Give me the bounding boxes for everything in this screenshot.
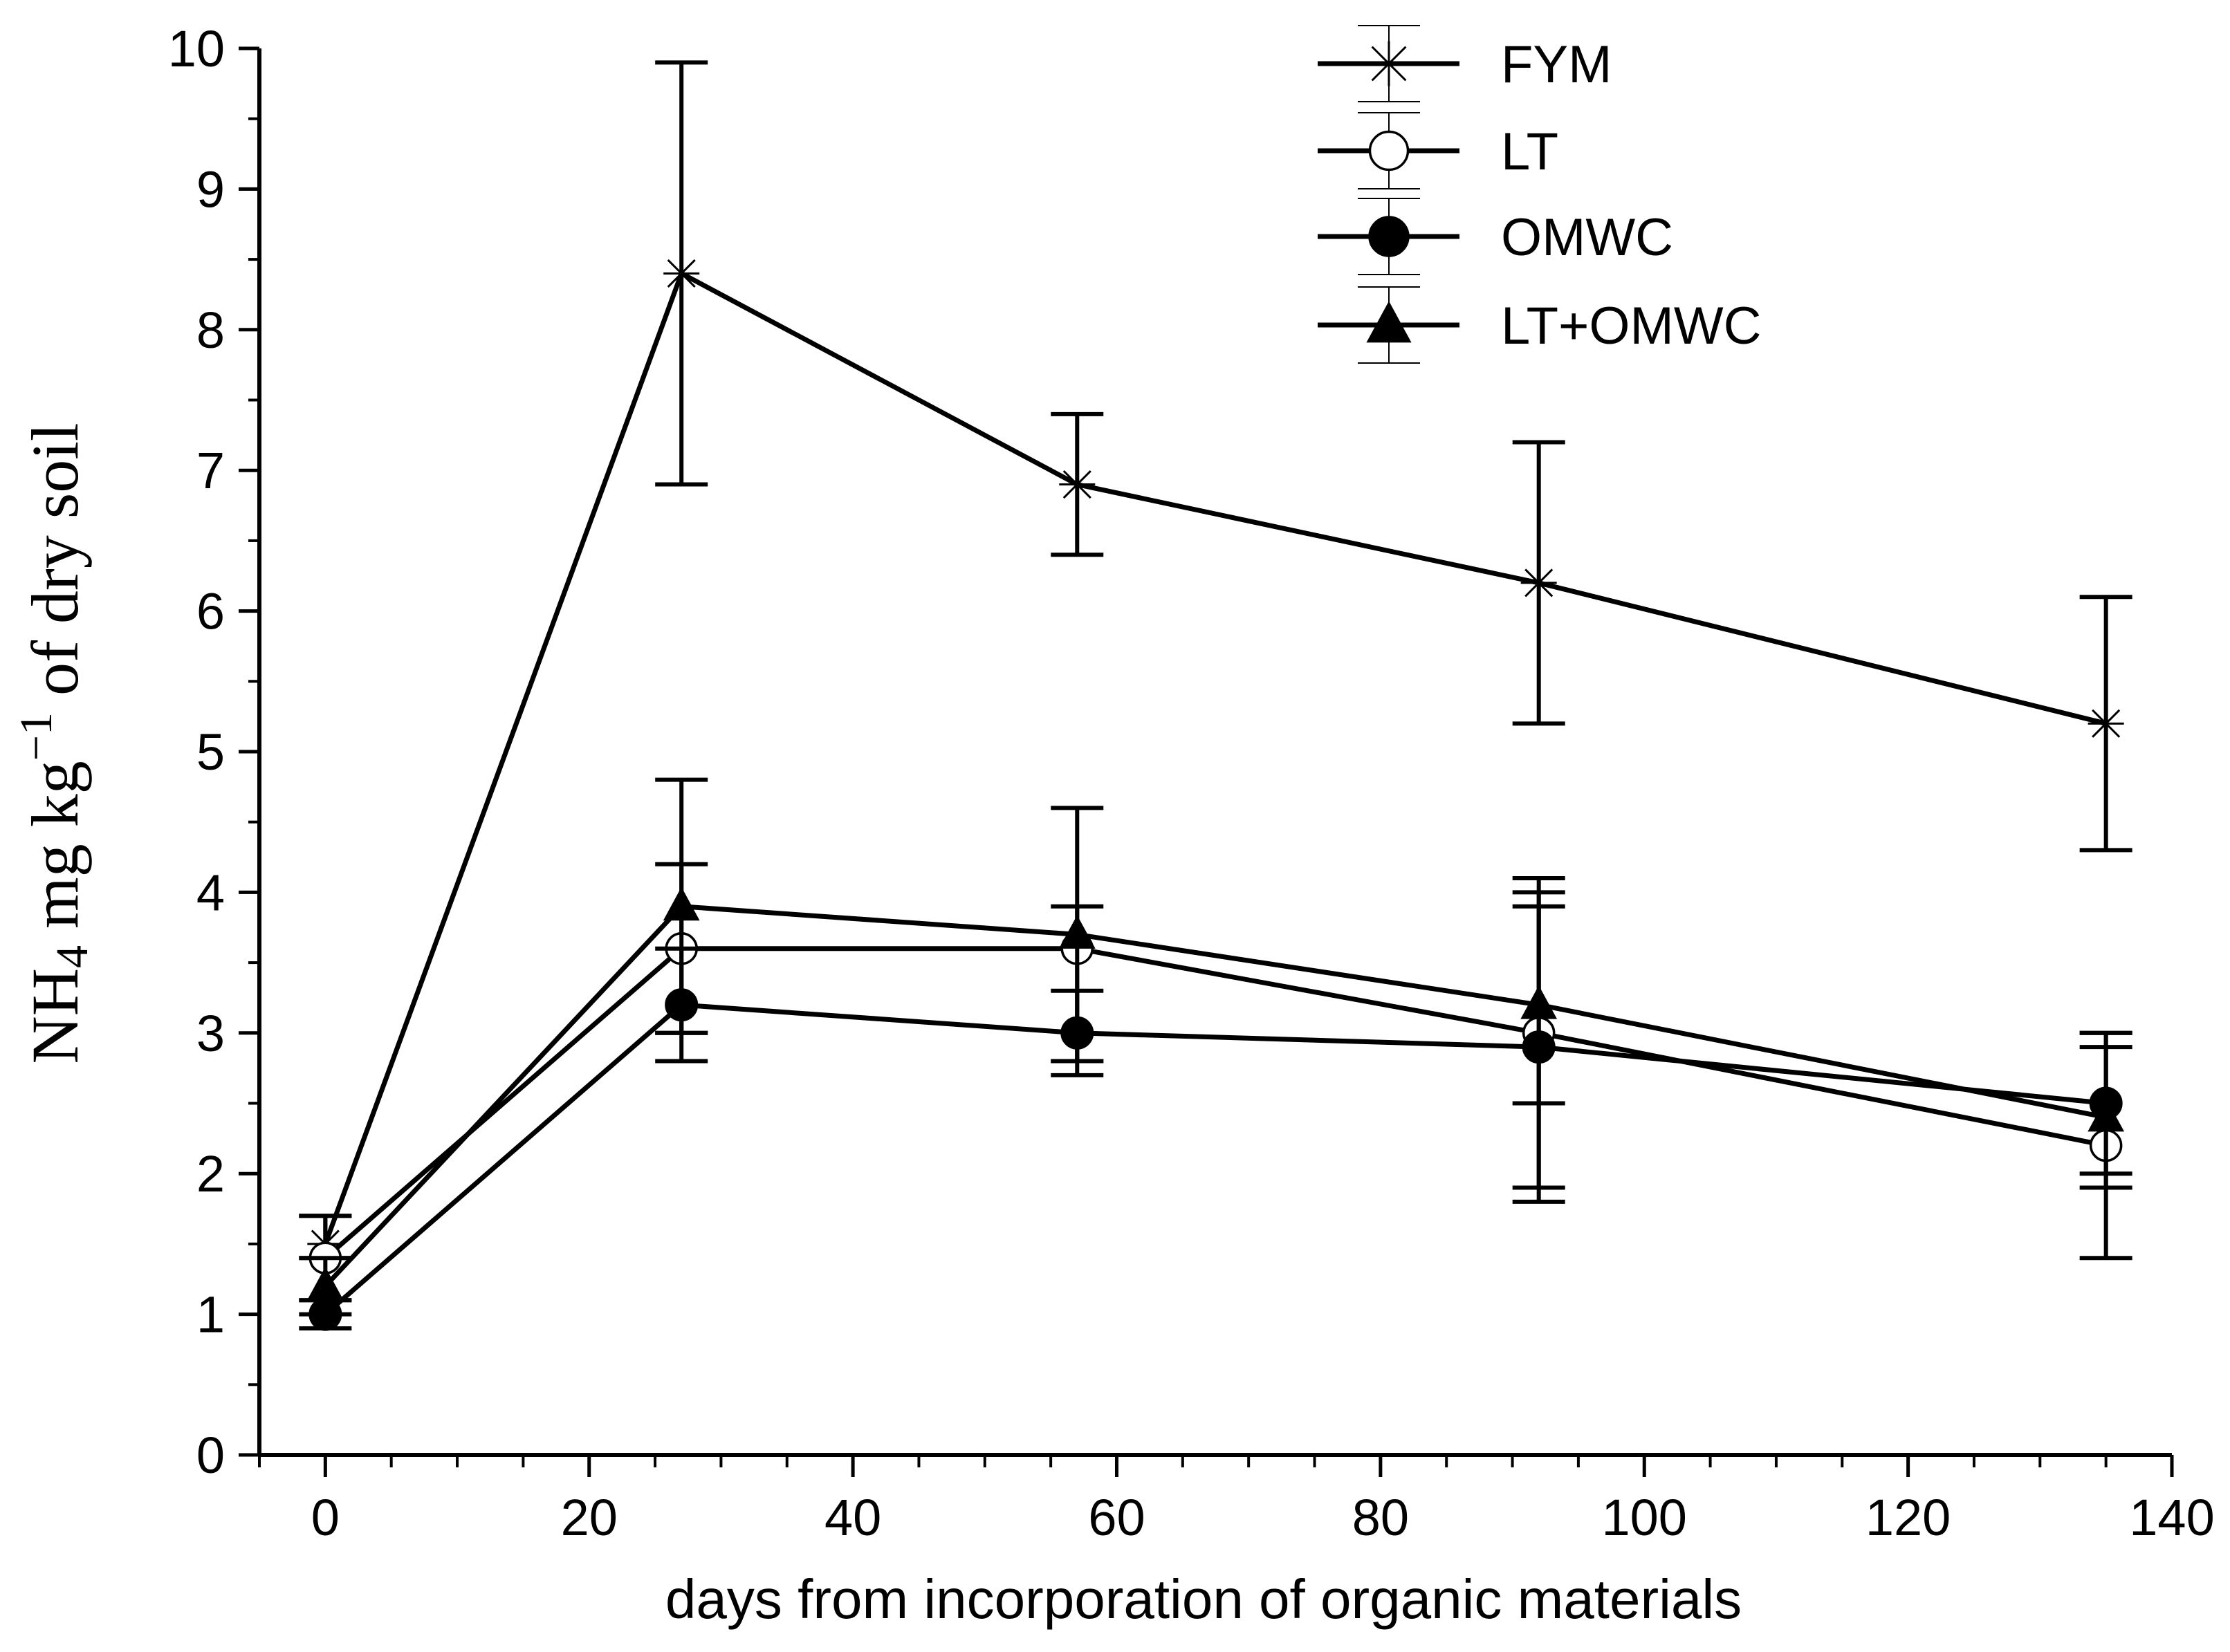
legend-label: OMWC xyxy=(1501,208,1673,267)
x-tick-label: 120 xyxy=(1865,1489,1951,1546)
legend-label: LT xyxy=(1501,122,1558,181)
data-point-lt-omwc xyxy=(2088,1097,2125,1132)
y-tick-label: 8 xyxy=(196,301,225,359)
series-fym xyxy=(299,60,2132,1262)
y-tick-label: 5 xyxy=(196,723,225,781)
data-point-fym xyxy=(1059,466,1096,503)
y-axis-title: NH4 mg kg−1 of dry soil xyxy=(11,423,98,1064)
legend-item-fym: FYM xyxy=(1318,25,1612,102)
y-axis-title-subscript: 4 xyxy=(47,945,98,968)
data-point-fym xyxy=(2088,705,2124,742)
y-tick-label: 0 xyxy=(196,1427,225,1484)
legend-item-lt: LT xyxy=(1318,112,1558,189)
x-tick-label: 80 xyxy=(1352,1489,1409,1546)
legend-marker xyxy=(1368,130,1410,171)
data-point-fym xyxy=(663,255,700,292)
legend-item-omwc: OMWC xyxy=(1318,198,1673,275)
x-axis-title: days from incorporation of organic mater… xyxy=(665,1568,1742,1630)
data-point-fym xyxy=(1520,564,1557,601)
series-layer xyxy=(299,60,2132,1331)
legend-item-lt-omwc: LT+OMWC xyxy=(1318,286,1761,364)
x-tick-label: 140 xyxy=(2129,1489,2214,1546)
data-point-lt-omwc xyxy=(1058,915,1096,949)
legend-label: FYM xyxy=(1501,35,1612,94)
y-tick-label: 7 xyxy=(196,442,225,499)
data-point-lt-omwc xyxy=(1520,985,1558,1019)
x-tick-label: 0 xyxy=(311,1489,340,1546)
y-tick-label: 1 xyxy=(196,1286,225,1344)
y-axis-title-superscript: −1 xyxy=(11,712,62,761)
legend-marker xyxy=(1368,216,1410,257)
legend-marker xyxy=(1366,41,1412,86)
legend-label: LT+OMWC xyxy=(1501,297,1761,355)
legend: FYM LT OMWC LT+OMWC xyxy=(1318,25,1761,364)
y-tick-label: 2 xyxy=(196,1145,225,1203)
y-tick-label: 4 xyxy=(196,864,225,921)
x-tick-label: 40 xyxy=(824,1489,881,1546)
y-tick-label: 3 xyxy=(196,1005,225,1062)
x-tick-label: 20 xyxy=(561,1489,618,1546)
y-axis-title-prefix: NH xyxy=(18,968,92,1064)
x-tick-label: 100 xyxy=(1602,1489,1687,1546)
legend-marker xyxy=(1366,301,1412,343)
series-lt-omwc xyxy=(299,777,2132,1317)
y-tick-label: 6 xyxy=(196,583,225,640)
data-point-lt-omwc xyxy=(663,887,700,921)
y-tick-label: 10 xyxy=(168,20,225,77)
y-tick-label: 9 xyxy=(196,160,225,218)
y-axis-title-suffix: of dry soil xyxy=(18,423,92,712)
x-tick-label: 60 xyxy=(1088,1489,1145,1546)
data-point-lt-omwc xyxy=(306,1266,344,1301)
y-axis-title-middle: mg kg xyxy=(18,761,92,945)
